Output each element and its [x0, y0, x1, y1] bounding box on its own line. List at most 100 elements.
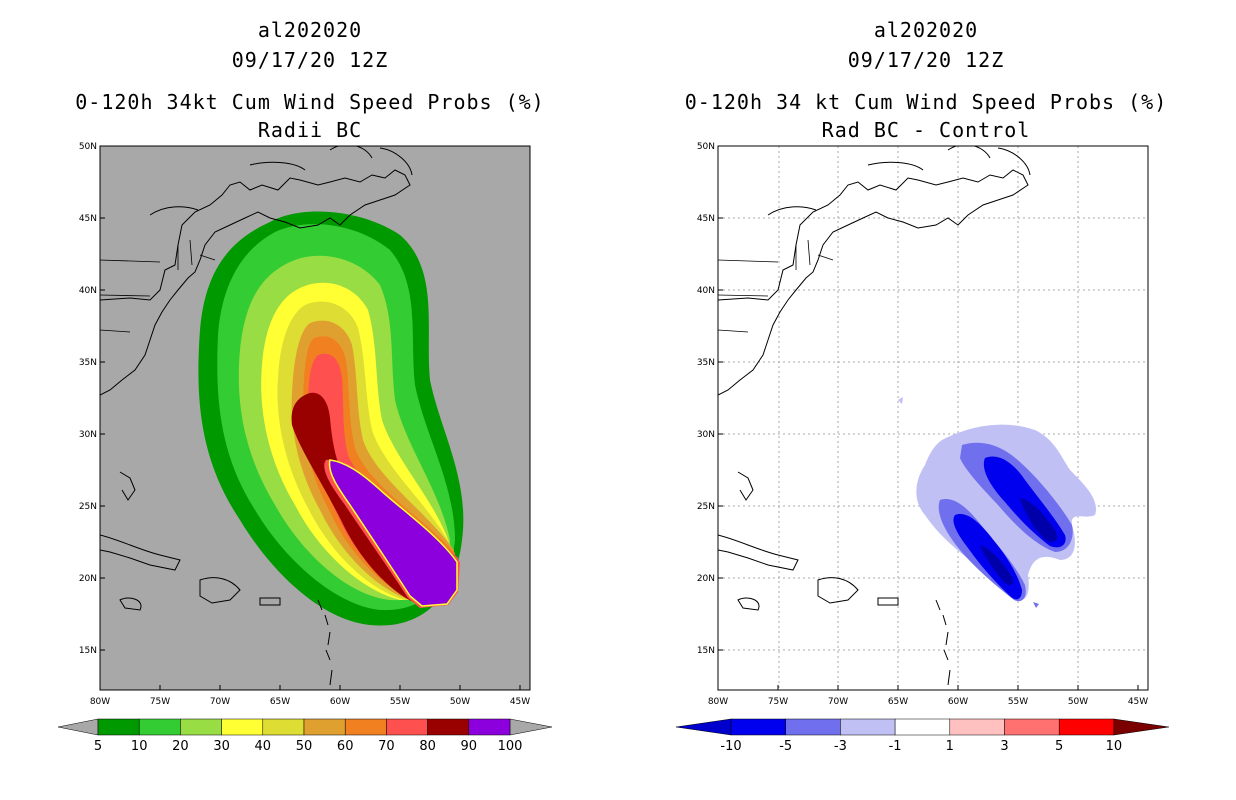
left-colorbar-label: 70	[378, 739, 395, 754]
right-lon-label: 55W	[1008, 697, 1028, 707]
right-colorbar-swatch	[1058, 718, 1115, 736]
diff-darkest-1	[1020, 498, 1057, 542]
prob-100	[328, 459, 458, 607]
right-lon-ticks: 80W 75W 70W 65W 60W 55W 50W 45W	[708, 685, 1148, 707]
left-lon-label: 70W	[210, 697, 230, 707]
diff-light-2	[898, 397, 903, 404]
left-lon-label: 60W	[330, 697, 350, 707]
right-datetime: 09/17/20 12Z	[847, 48, 1005, 72]
right-colorbar-swatch	[840, 718, 896, 736]
left-lat-label: 15N	[79, 646, 97, 656]
right-colorbar-low-arrow	[675, 718, 732, 736]
right-lon-label: 80W	[708, 697, 728, 707]
left-map: 50N 45N 40N 35N 30N 25N 20N 15N 80W 75W 70W 65W 60W…	[79, 142, 531, 707]
right-map-frame	[717, 145, 1149, 691]
left-lon-ticks: 80W 75W 70W 65W 60W 55W 50W 45W	[90, 685, 530, 707]
left-lat-label: 25N	[79, 502, 97, 512]
right-lon-label: 65W	[888, 697, 908, 707]
left-datetime: 09/17/20 12Z	[231, 48, 389, 72]
left-colorbar-swatch	[221, 718, 264, 736]
left-lon-label: 65W	[270, 697, 290, 707]
right-state-borders	[718, 239, 834, 333]
left-colorbar-high-arrow	[509, 718, 553, 736]
left-colorbar-swatch	[303, 718, 346, 736]
right-colorbar-label: -10	[720, 739, 741, 754]
right-colorbar-label: -1	[889, 739, 902, 754]
right-colorbar-label: 10	[1106, 739, 1123, 754]
right-colorbar-swatch	[894, 718, 951, 736]
right-storm-id: al202020	[873, 18, 979, 42]
left-map-frame	[99, 145, 531, 691]
right-lat-label: 30N	[697, 430, 715, 440]
left-lat-label: 20N	[79, 574, 97, 584]
right-colorbar-label: -3	[834, 739, 847, 754]
right-colorbar-swatch	[949, 718, 1005, 736]
right-colorbar-label: 3	[1000, 739, 1008, 754]
left-lat-label: 35N	[79, 358, 97, 368]
right-lon-label: 60W	[948, 697, 968, 707]
right-colorbar-swatch	[730, 718, 786, 736]
right-colorbar: -10 -5 -3 -1 1 3 5 10	[675, 718, 1169, 754]
right-lon-label: 70W	[828, 697, 848, 707]
right-subtitle: Rad BC - Control	[821, 118, 1031, 142]
right-lon-label: 50W	[1068, 697, 1088, 707]
left-colorbar-label: 30	[213, 739, 230, 754]
left-colorbar-swatch	[468, 718, 511, 736]
left-colorbar-swatch	[344, 718, 387, 736]
left-colorbar-label: 5	[94, 739, 102, 754]
left-colorbar-label: 40	[255, 739, 272, 754]
right-lat-label: 20N	[697, 574, 715, 584]
left-colorbar-label: 90	[461, 739, 478, 754]
right-lat-label: 45N	[697, 214, 715, 224]
right-colorbar-swatch	[1004, 718, 1060, 736]
right-colorbar-swatch	[785, 718, 841, 736]
left-state-borders	[100, 239, 216, 333]
left-storm-id: al202020	[257, 18, 363, 42]
right-lat-ticks: 50N 45N 40N 35N 30N 25N 20N 15N	[697, 142, 723, 656]
right-coastlines	[718, 146, 1031, 686]
left-colorbar-swatch	[97, 718, 140, 736]
right-colorbar-label: 5	[1055, 739, 1063, 754]
left-colorbar-label: 50	[296, 739, 313, 754]
right-colorbar-label: -5	[779, 739, 792, 754]
left-lat-label: 40N	[79, 286, 97, 296]
right-lat-label: 40N	[697, 286, 715, 296]
right-difference-field	[898, 397, 1096, 608]
left-lat-label: 30N	[79, 430, 97, 440]
left-lon-label: 55W	[390, 697, 410, 707]
right-product: 0-120h 34 kt Cum Wind Speed Probs (%)	[684, 90, 1168, 114]
left-title: al202020 09/17/20 12Z 0-120h 34kt Cum Wi…	[40, 15, 580, 145]
right-colorbar-high-arrow	[1113, 718, 1169, 736]
left-lon-label: 45W	[510, 697, 530, 707]
left-lon-label: 80W	[90, 697, 110, 707]
left-colorbar-label: 80	[419, 739, 436, 754]
diff-darkest-2	[980, 545, 1013, 586]
left-colorbar-swatch	[427, 718, 470, 736]
left-subtitle: Radii BC	[257, 118, 363, 142]
right-colorbar-label: 1	[946, 739, 954, 754]
left-colorbar-swatch	[180, 718, 222, 736]
right-title: al202020 09/17/20 12Z 0-120h 34 kt Cum W…	[656, 15, 1196, 145]
left-colorbar-label: 10	[131, 739, 148, 754]
left-colorbar-low-arrow	[57, 718, 99, 736]
right-lon-label: 75W	[768, 697, 788, 707]
left-colorbar-label: 100	[498, 739, 523, 754]
left-colorbar-swatch	[262, 718, 305, 736]
right-lat-label: 15N	[697, 646, 715, 656]
left-lat-label: 45N	[79, 214, 97, 224]
left-coastlines	[100, 146, 413, 686]
left-lat-label: 50N	[79, 142, 97, 152]
left-colorbar-swatch	[138, 718, 181, 736]
right-map-background	[718, 146, 1148, 690]
left-product: 0-120h 34kt Cum Wind Speed Probs (%)	[75, 90, 545, 114]
left-colorbar-label: 60	[337, 739, 354, 754]
left-probability-field	[198, 211, 464, 626]
right-lat-label: 25N	[697, 502, 715, 512]
left-lon-label: 50W	[450, 697, 470, 707]
right-lon-label: 45W	[1128, 697, 1148, 707]
right-lat-label: 50N	[697, 142, 715, 152]
left-colorbar: 5 10 20 30 40 50 60 70 80 90 100	[57, 718, 553, 754]
diff-speck	[1033, 602, 1039, 608]
left-lat-ticks: 50N 45N 40N 35N 30N 25N 20N 15N	[79, 142, 105, 656]
